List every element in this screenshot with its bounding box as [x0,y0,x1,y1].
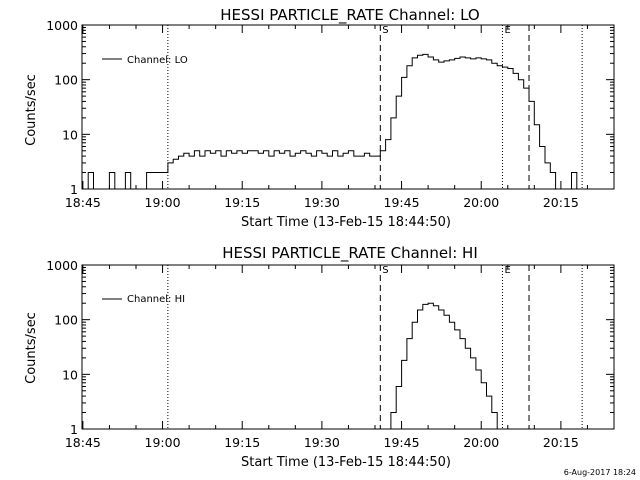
x-tick-label: 20:00 [463,435,499,450]
series-line [385,302,503,430]
y-axis-label: Counts/sec [24,312,39,384]
legend-label: Channel: LO [127,55,188,66]
x-tick-label: 19:45 [384,435,420,450]
x-tick-label: 19:15 [224,195,260,210]
x-tick-label: 19:00 [145,435,181,450]
x-tick-label: 19:30 [304,195,340,210]
y-tick-label: 1000 [46,258,78,273]
chart-title: HESSI PARTICLE_RATE Channel: LO [220,6,479,25]
x-tick-label: 20:00 [463,195,499,210]
panel-lo: HESSI PARTICLE_RATE Channel: LO Counts/s… [24,6,615,230]
axis-frame [81,264,615,430]
legend-label: Channel: HI [127,294,185,305]
y-tick-label: 100 [54,313,78,328]
y-tick-label: 1 [70,182,78,197]
event-marker-label: S [382,25,388,36]
x-tick-label: 20:15 [543,195,579,210]
x-axis-label: Start Time (13-Feb-15 18:44:50) [241,455,451,470]
y-tick-label: 1000 [46,18,78,33]
x-tick-label: 19:15 [224,435,260,450]
x-tick-label: 18:45 [65,195,101,210]
plot-area: 1 10 100 1000 18:45 19:00 19:15 19:30 19:45 20:00… [46,258,615,450]
x-tick-label: 20:15 [543,435,579,450]
y-tick-label: 10 [62,127,78,142]
x-axis-label: Start Time (13-Feb-15 18:44:50) [241,215,451,230]
chart-title: HESSI PARTICLE_RATE Channel: HI [222,244,478,263]
y-tick-label: 10 [62,367,78,382]
x-tick-label: 19:00 [145,195,181,210]
x-tick-label: 19:45 [384,195,420,210]
series-line [82,53,614,190]
y-tick-label: 1 [70,422,78,437]
panel-hi: HESSI PARTICLE_RATE Channel: HI Counts/s… [24,244,615,470]
event-marker-label: S [382,265,388,276]
y-tick-label: 100 [54,73,78,88]
plot-area: 1 10 100 1000 18:45 19:00 19:15 19:30 19:45 20:00… [46,18,615,210]
timestamp-stamp: 6-Aug-2017 18:24 [564,468,636,477]
y-axis-label: Counts/sec [24,74,39,146]
x-tick-label: 19:30 [304,435,340,450]
event-marker-label: E [504,25,510,36]
event-marker-label: E [504,265,510,276]
x-tick-label: 18:45 [65,435,101,450]
